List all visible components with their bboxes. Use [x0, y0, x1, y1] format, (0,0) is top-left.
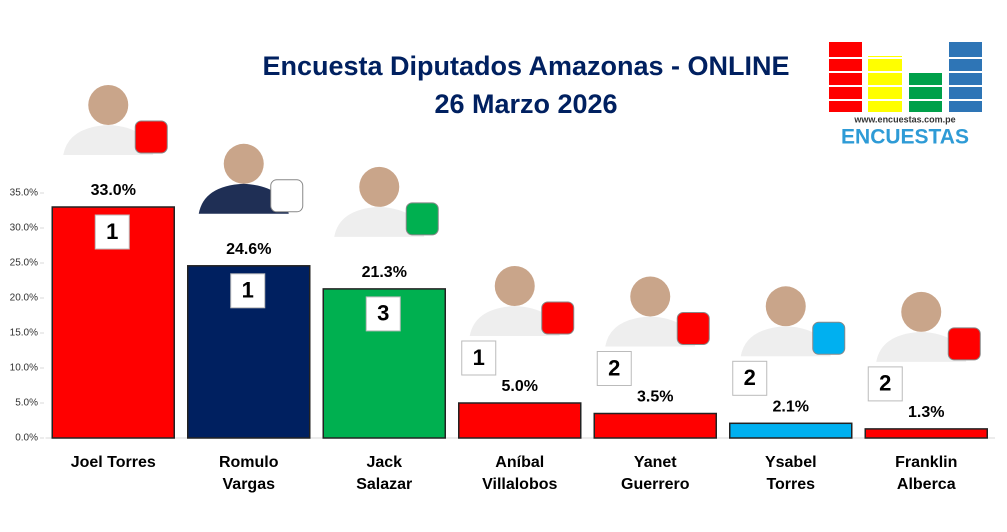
value-label: 3.5%: [637, 389, 673, 406]
seat-box: [461, 340, 497, 376]
y-tick-label: 35.0%: [10, 188, 38, 199]
candidate-photo: [876, 291, 981, 362]
photo-head: [88, 85, 129, 125]
candidate-photo: [740, 286, 846, 357]
logo: www.encuestas.com.pe ENCUESTAS: [826, 42, 985, 149]
seat-box: [867, 366, 903, 402]
party-icon: [676, 312, 710, 345]
seat-count: 1: [106, 219, 118, 244]
chart-title: Encuesta Diputados Amazonas - ONLINE: [262, 51, 789, 81]
seat-box: [230, 273, 266, 309]
seat-box: [596, 351, 632, 386]
x-tick-label: Jack Salazar: [356, 454, 413, 493]
candidate-photo: [334, 166, 439, 237]
bar: [729, 422, 853, 439]
y-tick-label: 15.0%: [10, 328, 38, 339]
value-label: 24.6%: [226, 241, 271, 258]
seat-count: 1: [242, 278, 254, 303]
photo-body: [740, 326, 831, 357]
seat-box: [94, 214, 130, 250]
photo-body: [63, 125, 154, 155]
candidate-photo: [605, 276, 710, 347]
logo-name: ENCUESTAS: [841, 126, 969, 149]
y-tick-label: 30.0%: [10, 223, 38, 234]
seat-count: 2: [744, 365, 756, 390]
candidate-photo: [63, 85, 168, 155]
photo-body: [198, 183, 289, 214]
party-icon: [947, 327, 981, 361]
value-label: 21.3%: [362, 264, 407, 281]
x-tick-label: Aníbal Villalobos: [482, 454, 558, 493]
party-icon: [405, 202, 439, 236]
value-label: 2.1%: [773, 399, 809, 416]
x-tick-label: Franklin Alberca: [895, 454, 958, 493]
value-label: 33.0%: [91, 182, 136, 199]
photo-head: [630, 276, 671, 317]
x-tick-label: Ysabel Torres: [764, 454, 817, 493]
y-tick-label: 0.0%: [15, 433, 38, 444]
photo-head: [223, 143, 264, 184]
photo-head: [765, 286, 806, 327]
y-tick-label: 20.0%: [10, 293, 38, 304]
logo-url: www.encuestas.com.pe: [853, 114, 955, 124]
value-label: 5.0%: [502, 378, 538, 395]
seat-box: [365, 296, 401, 332]
photo-body: [334, 206, 425, 237]
party-icon: [270, 179, 304, 213]
y-tick-label: 5.0%: [15, 398, 38, 409]
x-tick-label: Joel Torres: [70, 454, 156, 471]
bar: [593, 412, 717, 439]
photo-body: [605, 316, 696, 347]
candidate-photo: [469, 266, 575, 336]
seat-box: [732, 360, 768, 396]
bar: [458, 402, 582, 439]
bar: [864, 428, 988, 439]
party-icon: [812, 321, 846, 355]
photo-body: [876, 331, 967, 362]
seat-count: 2: [608, 355, 620, 380]
y-tick-label: 25.0%: [10, 258, 38, 269]
x-tick-label: Romulo Vargas: [218, 454, 279, 493]
candidate-photo: [198, 143, 304, 214]
photo-head: [901, 291, 942, 332]
y-tick-label: 10.0%: [10, 363, 38, 374]
seat-count: 1: [473, 345, 485, 370]
party-icon: [134, 120, 168, 154]
x-tick-label: Yanet Guerrero: [621, 454, 690, 493]
party-icon: [541, 301, 575, 335]
value-label: 1.3%: [908, 404, 944, 421]
photo-head: [494, 266, 535, 306]
seat-count: 2: [879, 371, 891, 396]
seat-count: 3: [377, 301, 389, 326]
chart-subtitle: 26 Marzo 2026: [434, 89, 617, 119]
photo-body: [469, 306, 560, 336]
photo-head: [359, 166, 400, 207]
